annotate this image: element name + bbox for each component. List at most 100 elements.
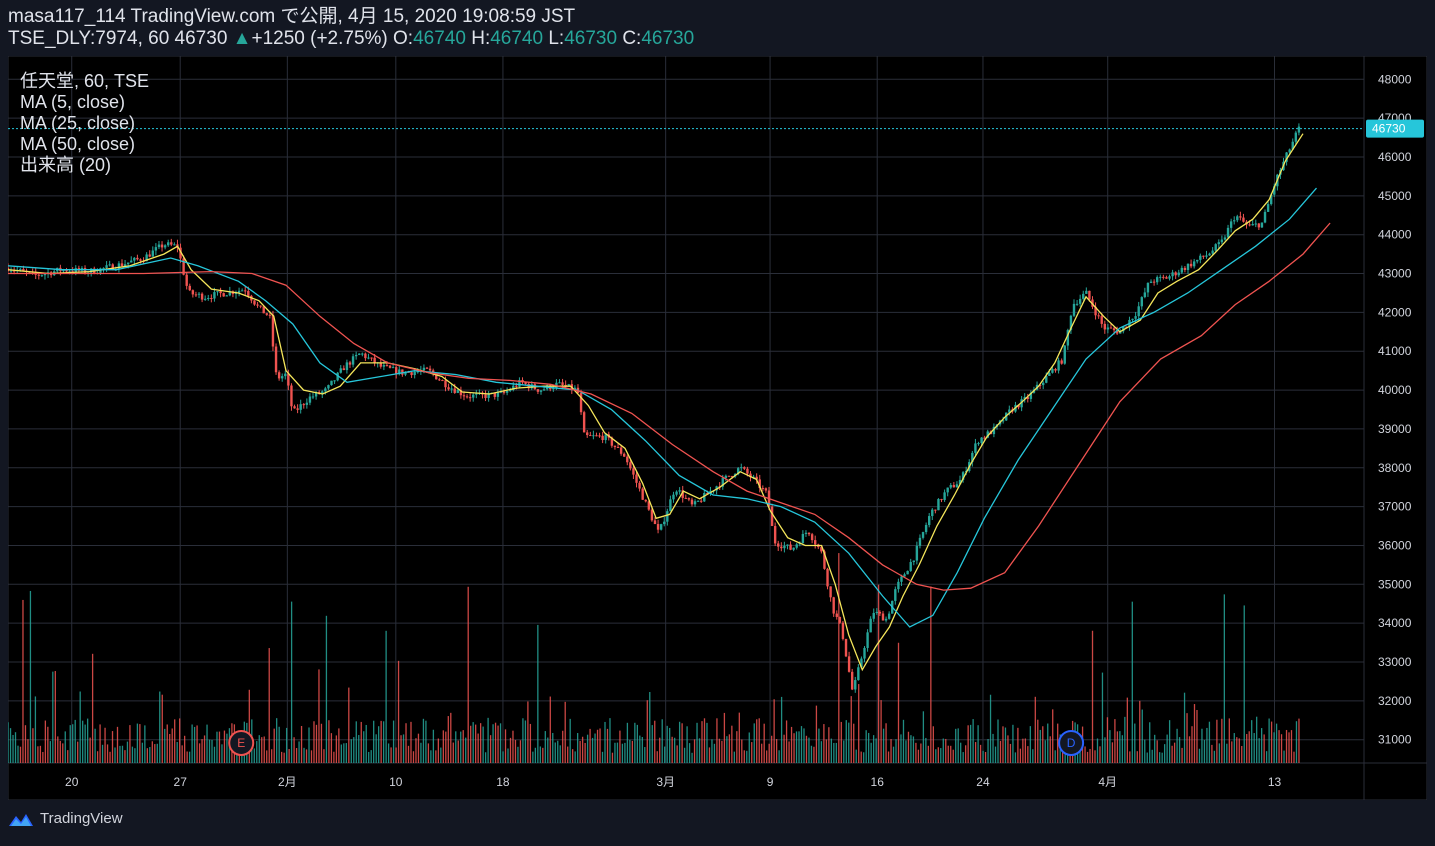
- candle-body: [761, 488, 765, 490]
- candle-body: [946, 487, 949, 493]
- volume-bar: [174, 719, 176, 763]
- volume-bar: [492, 724, 494, 763]
- volume-bar: [330, 733, 333, 763]
- candle-body: [157, 244, 161, 248]
- volume-bar: [544, 731, 546, 763]
- volume-bar: [793, 733, 795, 763]
- candle-body: [244, 290, 247, 292]
- volume-bar: [539, 746, 541, 763]
- candle-body: [940, 499, 943, 501]
- price-axis[interactable]: 31000 32000 33000 34000 35000 36000 37000 38000…: [1378, 72, 1412, 746]
- volume-bar: [390, 747, 392, 763]
- candle-body: [792, 547, 795, 550]
- candle-body: [647, 501, 651, 510]
- candle-body: [305, 402, 309, 405]
- candle-body: [807, 532, 811, 535]
- candle-body: [1082, 293, 1085, 299]
- volume-bar: [169, 734, 171, 763]
- candle-body: [1189, 263, 1193, 267]
- volume-bar: [1149, 722, 1151, 763]
- volume-bar: [890, 739, 892, 763]
- volume-bar: [79, 691, 81, 763]
- volume-bar: [947, 745, 949, 763]
- candle-body: [653, 520, 657, 525]
- volume-bar: [400, 735, 402, 763]
- candle-body: [385, 365, 389, 367]
- volume-bar: [960, 742, 962, 763]
- candle-body: [197, 293, 201, 295]
- volume-bar: [470, 725, 472, 763]
- volume-bar: [1206, 727, 1208, 763]
- candle-body: [690, 499, 694, 505]
- candle-body: [847, 656, 851, 672]
- volume-bar: [1270, 721, 1273, 763]
- volume-bar: [482, 726, 484, 763]
- candle-body: [1106, 327, 1110, 330]
- price-change: +1250 (+2.75%): [251, 28, 388, 49]
- dividend-marker[interactable]: D: [1058, 730, 1085, 756]
- volume-bar: [109, 751, 111, 763]
- time-axis[interactable]: 20 27 2月 10 18 3月 9 16 24 4月 13: [65, 775, 1281, 789]
- candle-body: [601, 435, 604, 441]
- volume-bar: [1211, 744, 1213, 763]
- candle-body: [986, 431, 989, 438]
- volume-bar: [868, 732, 870, 763]
- volume-bar: [785, 720, 788, 763]
- volume-bar: [213, 746, 216, 763]
- volume-bar: [1178, 737, 1181, 763]
- volume-bar: [965, 745, 967, 763]
- volume-bar: [154, 744, 156, 763]
- volume-bar: [552, 732, 554, 763]
- candle-body: [22, 269, 25, 271]
- volume-bar: [940, 748, 942, 763]
- volume-bar: [982, 750, 984, 763]
- candle-body: [228, 291, 232, 296]
- candle-body: [1155, 277, 1159, 283]
- volume-bar: [835, 742, 837, 763]
- volume-bar: [716, 718, 718, 763]
- volume-bar: [1295, 721, 1298, 763]
- chart-canvas[interactable]: 31000 32000 33000 34000 35000 36000 37000 38000…: [8, 56, 1427, 800]
- earnings-marker[interactable]: E: [228, 730, 255, 756]
- volume-bar: [858, 684, 860, 763]
- candle-body: [626, 456, 629, 463]
- volume-bar: [139, 724, 141, 763]
- volume-bar: [1104, 737, 1106, 763]
- candle-body: [582, 412, 586, 433]
- ma-line: [8, 222, 1331, 591]
- candle-body: [358, 353, 361, 355]
- candle-body: [632, 468, 635, 475]
- volume-bar: [64, 731, 66, 763]
- volume-bar: [1014, 752, 1017, 763]
- price-tick-label: 33000: [1378, 655, 1412, 669]
- volume-bar: [288, 749, 290, 763]
- volume-bar: [475, 724, 477, 763]
- volume-bar: [253, 748, 255, 763]
- candle-body: [1078, 298, 1082, 304]
- volume-bar: [743, 750, 745, 763]
- candle-body: [240, 290, 244, 292]
- volume-bar: [119, 745, 121, 763]
- volume-bar: [1009, 743, 1012, 763]
- volume-bar: [271, 749, 273, 763]
- volume-bar: [562, 730, 564, 763]
- time-tick-label: 20: [65, 775, 79, 789]
- candle-body: [857, 667, 860, 681]
- candle-body: [780, 546, 783, 549]
- volume-bar: [417, 733, 420, 763]
- volume-bar: [82, 720, 84, 763]
- candle-body: [1257, 223, 1261, 228]
- volume-bar: [305, 749, 308, 763]
- volume-bar: [1111, 742, 1114, 763]
- candle-body: [912, 560, 915, 563]
- volume-bar: [472, 722, 474, 763]
- candle-body: [370, 357, 373, 359]
- candle-body: [413, 371, 416, 376]
- open-label: O:: [393, 28, 414, 49]
- volume-bar: [589, 728, 591, 763]
- candle-body: [108, 264, 111, 266]
- volume-bar: [1027, 746, 1029, 763]
- candle-body: [1119, 331, 1122, 334]
- candle-body: [1285, 152, 1288, 162]
